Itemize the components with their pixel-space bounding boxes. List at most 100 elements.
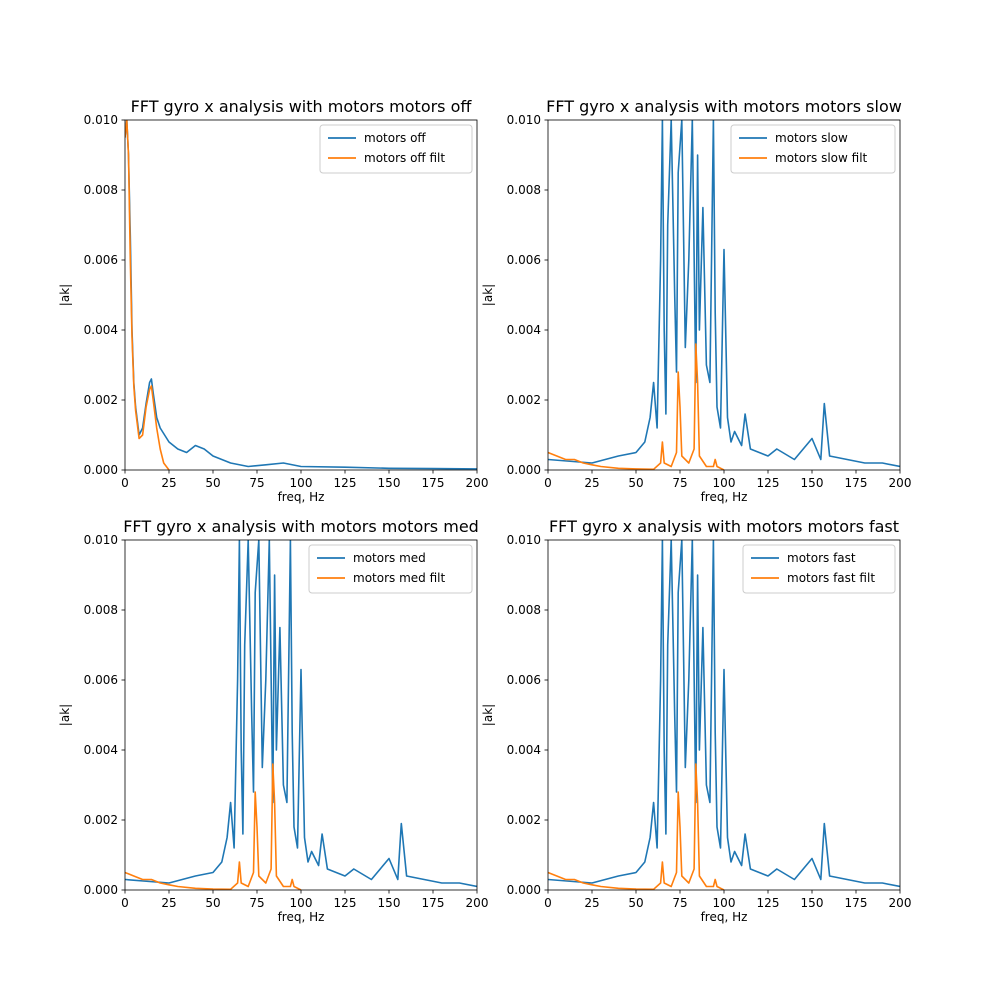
legend-label: motors fast filt (787, 571, 875, 585)
legend-box (308, 544, 473, 594)
x-axis-label: freq, Hz (278, 910, 325, 924)
chart-title: FFT gyro x analysis with motors motors m… (123, 517, 479, 536)
x-tick-label: 50 (628, 476, 643, 490)
y-tick-label: 0.000 (84, 463, 118, 477)
legend-label: motors off filt (364, 151, 445, 165)
x-tick-label: 75 (672, 896, 687, 910)
x-tick-label: 150 (801, 896, 824, 910)
y-tick-label: 0.006 (84, 253, 118, 267)
x-tick-label: 150 (378, 896, 401, 910)
series-line-2 (548, 343, 725, 470)
x-tick-label: 125 (334, 896, 357, 910)
x-tick-label: 200 (466, 896, 489, 910)
y-tick-label: 0.004 (507, 323, 541, 337)
x-tick-label: 100 (290, 476, 313, 490)
series-line-1 (548, 120, 900, 468)
x-axis-label: freq, Hz (701, 490, 748, 504)
legend: motors med motors med filt (308, 544, 473, 594)
legend-box (742, 544, 896, 594)
x-tick-label: 200 (889, 896, 912, 910)
x-tick-label: 25 (161, 476, 176, 490)
x-axis-label: freq, Hz (701, 910, 748, 924)
subplot-2: 0 25 50 75 100 125 150 175 200 0.000 0.002 0.004 0.0… (481, 97, 911, 504)
legend: motors slow motors slow filt (730, 124, 896, 174)
x-tick-label: 0 (121, 896, 129, 910)
y-tick-label: 0.006 (84, 673, 118, 687)
y-tick-label: 0.008 (84, 183, 118, 197)
x-tick-label: 150 (378, 476, 401, 490)
legend: motors fast motors fast filt (742, 544, 896, 594)
x-tick-label: 0 (544, 476, 552, 490)
y-tick-label: 0.000 (507, 463, 541, 477)
y-tick-label: 0.000 (507, 883, 541, 897)
x-tick-label: 100 (713, 476, 736, 490)
y-tick-label: 0.002 (84, 813, 118, 827)
subplot-4: 0 25 50 75 100 125 150 175 200 0.000 0.002 0.004 0.0… (481, 517, 911, 924)
x-tick-label: 125 (757, 476, 780, 490)
y-tick-label: 0.004 (507, 743, 541, 757)
x-tick-label: 150 (801, 476, 824, 490)
x-tick-label: 50 (205, 896, 220, 910)
y-tick-label: 0.004 (84, 323, 118, 337)
series-line-2 (125, 120, 170, 470)
x-tick-label: 175 (422, 476, 445, 490)
y-tick-label: 0.006 (507, 673, 541, 687)
y-tick-label: 0.008 (507, 603, 541, 617)
legend-label: motors off (364, 131, 426, 145)
y-tick-label: 0.002 (507, 813, 541, 827)
y-axis-label: |ak| (58, 704, 72, 726)
x-tick-label: 0 (544, 896, 552, 910)
x-tick-label: 75 (672, 476, 687, 490)
legend-label: motors fast (787, 551, 856, 565)
subplot-1: 0 25 50 75 100 125 150 175 200 0.000 0.002 0.004 0.0… (58, 97, 488, 504)
y-tick-label: 0.008 (507, 183, 541, 197)
y-axis-label: |ak| (481, 704, 495, 726)
x-tick-label: 25 (161, 896, 176, 910)
y-tick-label: 0.008 (84, 603, 118, 617)
x-tick-label: 25 (584, 476, 599, 490)
y-tick-label: 0.002 (507, 393, 541, 407)
y-tick-label: 0.010 (84, 113, 118, 127)
x-tick-label: 0 (121, 476, 129, 490)
x-tick-label: 200 (466, 476, 489, 490)
chart-title: FFT gyro x analysis with motors motors s… (546, 97, 902, 116)
subplot-3: 0 25 50 75 100 125 150 175 200 0.000 0.002 0.004 0.0… (58, 517, 488, 924)
y-tick-label: 0.010 (507, 113, 541, 127)
y-tick-label: 0.010 (507, 533, 541, 547)
x-tick-label: 50 (628, 896, 643, 910)
x-tick-label: 200 (889, 476, 912, 490)
x-tick-label: 175 (845, 896, 868, 910)
x-tick-label: 50 (205, 476, 220, 490)
x-tick-label: 100 (713, 896, 736, 910)
x-tick-label: 125 (334, 476, 357, 490)
x-tick-label: 75 (249, 476, 264, 490)
y-axis-label: |ak| (481, 284, 495, 306)
x-tick-label: 175 (845, 476, 868, 490)
y-tick-label: 0.000 (84, 883, 118, 897)
legend-label: motors slow (775, 131, 848, 145)
legend-box (319, 124, 473, 174)
x-tick-label: 175 (422, 896, 445, 910)
y-tick-label: 0.002 (84, 393, 118, 407)
legend: motors off motors off filt (319, 124, 473, 174)
series-line-2 (125, 763, 302, 890)
x-axis-label: freq, Hz (278, 490, 325, 504)
legend-label: motors med filt (353, 571, 445, 585)
series-line-1 (548, 540, 900, 888)
chart-title: FFT gyro x analysis with motors motors o… (131, 97, 473, 116)
x-tick-label: 75 (249, 896, 264, 910)
y-tick-label: 0.006 (507, 253, 541, 267)
y-axis-label: |ak| (58, 284, 72, 306)
x-tick-label: 100 (290, 896, 313, 910)
legend-label: motors med (353, 551, 426, 565)
chart-title: FFT gyro x analysis with motors motors f… (549, 517, 899, 536)
series-line-1 (125, 540, 477, 888)
legend-box (730, 124, 896, 174)
y-tick-label: 0.010 (84, 533, 118, 547)
x-tick-label: 25 (584, 896, 599, 910)
y-tick-label: 0.004 (84, 743, 118, 757)
x-tick-label: 125 (757, 896, 780, 910)
legend-label: motors slow filt (775, 151, 868, 165)
series-line-2 (548, 763, 725, 890)
